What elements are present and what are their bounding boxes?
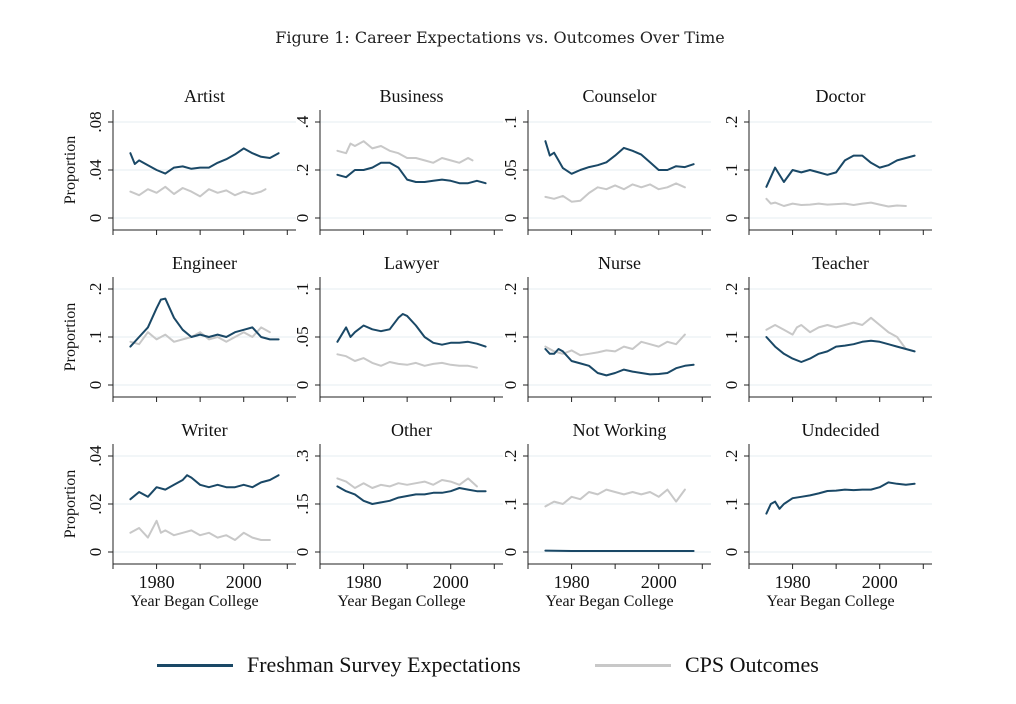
series-line-nurse-outcomes <box>544 333 686 357</box>
series-line-teacher-outcomes <box>765 316 907 350</box>
panel-title-doctor: Doctor <box>816 86 866 106</box>
x-tick-label-other-0: 1980 <box>346 572 382 592</box>
x-tick-label-not-working-0: 1980 <box>554 572 590 592</box>
panel-title-business: Business <box>379 86 443 106</box>
y-tick-label-business-2: .4 <box>293 115 312 128</box>
y-axis-label-artist: Proportion <box>62 136 79 204</box>
y-tick-label-business-1: .2 <box>293 164 312 177</box>
figure-title: Figure 1: Career Expectations vs. Outcom… <box>275 28 725 47</box>
series-line-engineer-expectations <box>129 297 280 348</box>
legend-label-outcomes: CPS Outcomes <box>685 652 819 677</box>
y-tick-label-doctor-1: .1 <box>722 164 741 177</box>
series-line-not-working-outcomes <box>544 488 686 508</box>
legend-swatch-expectations <box>157 663 233 667</box>
y-tick-label-nurse-1: .1 <box>501 331 520 344</box>
series-line-other-expectations <box>336 485 487 505</box>
panel-title-nurse: Nurse <box>598 253 641 273</box>
y-tick-label-business-0: 0 <box>293 214 312 223</box>
series-line-artist-outcomes <box>129 185 267 198</box>
x-tick-label-undecided-0: 1980 <box>775 572 811 592</box>
series-line-doctor-expectations <box>765 154 916 188</box>
y-tick-label-undecided-2: .2 <box>722 450 741 463</box>
y-tick-label-lawyer-2: .1 <box>293 283 312 296</box>
series-line-engineer-outcomes <box>129 326 271 346</box>
series-line-undecided-expectations <box>765 481 916 515</box>
y-tick-label-not-working-2: .2 <box>501 450 520 463</box>
y-tick-label-writer-2: .04 <box>86 445 105 467</box>
legend: Freshman Survey Expectations CPS Outcome… <box>0 652 1016 686</box>
y-tick-label-not-working-0: 0 <box>501 548 520 557</box>
series-line-counselor-expectations <box>544 140 695 175</box>
panel-title-artist: Artist <box>184 86 225 106</box>
panel-title-lawyer: Lawyer <box>384 253 439 273</box>
y-tick-label-nurse-2: .2 <box>501 283 520 296</box>
y-tick-label-engineer-0: 0 <box>86 381 105 390</box>
panel-title-undecided: Undecided <box>802 420 880 440</box>
series-line-lawyer-expectations <box>336 313 487 348</box>
y-tick-label-artist-1: .04 <box>86 159 105 181</box>
y-tick-label-other-2: .3 <box>293 450 312 463</box>
panel-title-counselor: Counselor <box>583 86 657 106</box>
y-tick-label-teacher-0: 0 <box>722 381 741 390</box>
panel-title-other: Other <box>391 420 432 440</box>
legend-label-expectations: Freshman Survey Expectations <box>247 652 521 677</box>
x-tick-label-other-1: 2000 <box>433 572 469 592</box>
y-tick-label-engineer-2: .2 <box>86 283 105 296</box>
y-tick-label-undecided-0: 0 <box>722 548 741 557</box>
x-tick-label-not-working-1: 2000 <box>641 572 677 592</box>
x-tick-label-writer-0: 1980 <box>139 572 175 592</box>
y-tick-label-doctor-2: .2 <box>722 116 741 129</box>
series-line-lawyer-outcomes <box>336 353 478 369</box>
y-tick-label-lawyer-0: 0 <box>293 381 312 390</box>
x-axis-label-writer: Year Began College <box>130 593 258 610</box>
series-line-counselor-outcomes <box>544 182 686 203</box>
x-tick-label-writer-1: 2000 <box>226 572 262 592</box>
panel-title-teacher: Teacher <box>812 253 869 273</box>
y-tick-label-writer-0: 0 <box>86 548 105 557</box>
x-tick-label-undecided-1: 2000 <box>862 572 898 592</box>
y-tick-label-doctor-0: 0 <box>722 214 741 223</box>
y-tick-label-artist-2: .08 <box>86 111 105 132</box>
series-line-nurse-expectations <box>544 348 695 377</box>
y-tick-label-other-0: 0 <box>293 548 312 557</box>
series-line-business-outcomes <box>336 140 474 164</box>
y-tick-label-writer-1: .02 <box>86 493 105 514</box>
y-tick-label-engineer-1: .1 <box>86 331 105 344</box>
legend-swatch-outcomes <box>595 663 671 667</box>
legend-item-outcomes: CPS Outcomes <box>595 652 819 678</box>
y-tick-label-counselor-2: .1 <box>501 116 520 129</box>
series-line-writer-outcomes <box>129 519 271 541</box>
y-tick-label-nurse-0: 0 <box>501 381 520 390</box>
x-axis-label-undecided: Year Began College <box>766 593 894 610</box>
panel-title-engineer: Engineer <box>172 253 237 273</box>
series-line-business-expectations <box>336 161 487 185</box>
series-line-writer-expectations <box>129 474 280 501</box>
series-line-doctor-outcomes <box>765 197 907 208</box>
y-tick-label-undecided-1: .1 <box>722 498 741 511</box>
panel-title-not-working: Not Working <box>573 420 667 440</box>
y-axis-label-engineer: Proportion <box>62 303 79 371</box>
series-line-other-outcomes <box>336 477 478 489</box>
y-tick-label-teacher-2: .2 <box>722 283 741 296</box>
y-tick-label-not-working-1: .1 <box>501 498 520 511</box>
legend-item-expectations: Freshman Survey Expectations <box>157 652 521 678</box>
y-tick-label-lawyer-1: .05 <box>293 326 312 347</box>
y-tick-label-teacher-1: .1 <box>722 331 741 344</box>
x-axis-label-other: Year Began College <box>337 593 465 610</box>
y-tick-label-counselor-1: .05 <box>501 159 520 180</box>
y-axis-label-writer: Proportion <box>62 470 79 538</box>
series-line-artist-expectations <box>129 147 280 175</box>
y-tick-label-counselor-0: 0 <box>501 214 520 223</box>
y-tick-label-artist-0: 0 <box>86 214 105 223</box>
series-line-teacher-expectations <box>765 336 916 363</box>
x-axis-label-not-working: Year Began College <box>545 593 673 610</box>
panel-title-writer: Writer <box>181 420 227 440</box>
y-tick-label-other-1: .15 <box>293 493 312 514</box>
